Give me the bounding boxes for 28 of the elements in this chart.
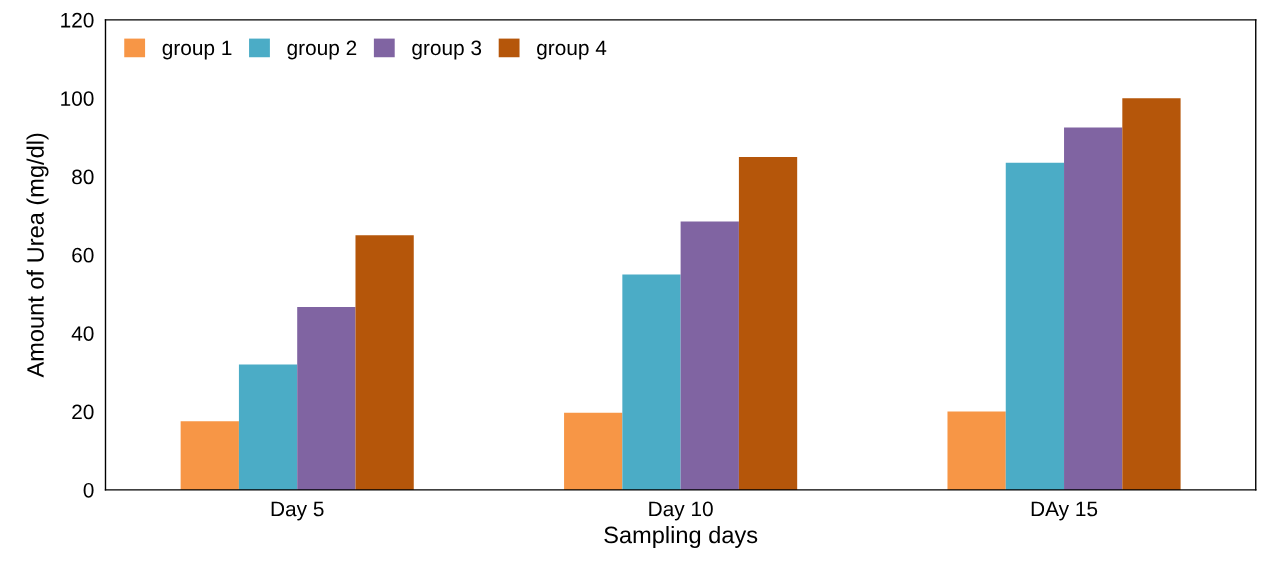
bar [238,364,298,490]
legend-label: group 4 [537,40,607,60]
bar [947,411,1006,490]
y-tick-label: 20 [72,404,94,420]
bar [1122,98,1181,490]
x-tick-label: DAy 15 [1031,501,1098,521]
bar [1064,127,1123,490]
y-tick-label: 120 [61,12,94,28]
bar [297,306,356,490]
legend-label: group 2 [287,40,357,60]
bar [180,421,239,490]
y-tick-label: 80 [72,169,94,185]
bar [622,274,681,490]
x-tick-label: Day 5 [271,501,324,521]
bar [680,221,739,490]
legend-label: group 1 [162,40,232,60]
bar [738,156,798,490]
legend-label: group 3 [412,40,482,60]
bar [564,412,623,490]
bar [1005,162,1065,490]
y-tick-label: 100 [61,91,94,106]
x-tick-label: Day 10 [649,501,713,521]
y-tick-label: 0 [83,482,94,498]
y-tick-label: 60 [72,247,94,263]
y-tick-label: 40 [71,326,94,341]
y-axis-title: Amount of Urea (mg/dl) [26,133,49,378]
bar [355,235,414,490]
x-axis-title: Sampling days [604,525,758,548]
